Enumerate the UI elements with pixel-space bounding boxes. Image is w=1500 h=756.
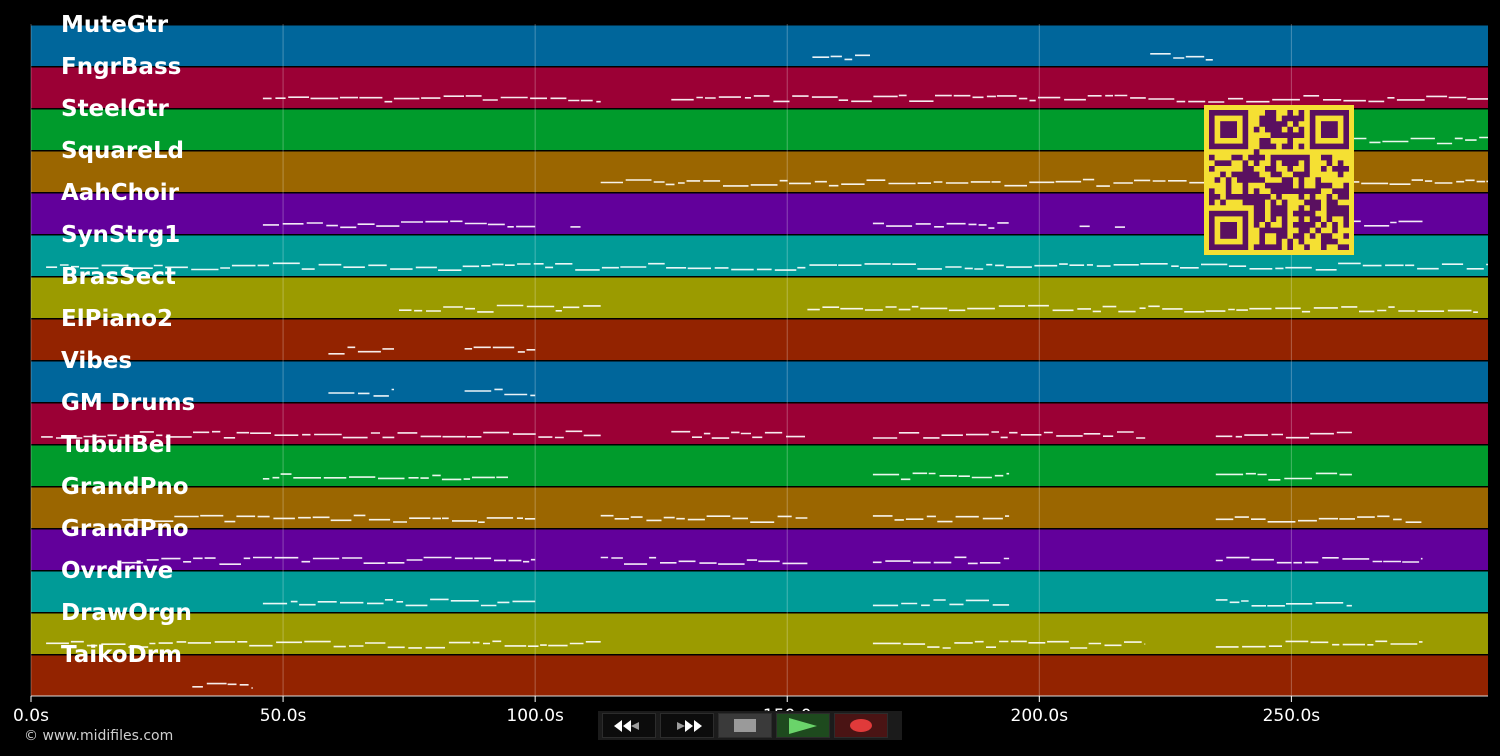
note-segment bbox=[872, 640, 1146, 649]
track-lane bbox=[31, 529, 1488, 570]
note-segment bbox=[1215, 515, 1422, 523]
note-segment bbox=[872, 556, 1010, 565]
note-segment bbox=[671, 430, 805, 439]
note-segment bbox=[262, 473, 508, 481]
track-label: TubulBel bbox=[61, 432, 172, 458]
note-segment bbox=[464, 346, 536, 353]
track-label: MuteGtr bbox=[61, 12, 169, 38]
track-label: GM Drums bbox=[61, 390, 195, 416]
tick-label: 200.0s bbox=[1011, 706, 1069, 726]
qr-finder-eye bbox=[1220, 222, 1237, 239]
note-segment bbox=[872, 599, 1010, 607]
note-segment bbox=[872, 431, 1146, 439]
track-lane bbox=[31, 25, 1488, 66]
note-segment bbox=[464, 388, 536, 397]
note-segment bbox=[807, 304, 1478, 313]
note-segment bbox=[1351, 136, 1488, 145]
note-segment bbox=[600, 514, 808, 523]
note-segment bbox=[872, 472, 1010, 481]
note-segment bbox=[872, 515, 1010, 523]
track-label: BrasSect bbox=[61, 264, 176, 290]
note-segment bbox=[262, 95, 601, 103]
note-segment bbox=[1215, 599, 1352, 607]
track-lane bbox=[31, 571, 1488, 612]
track-lane bbox=[31, 361, 1488, 402]
fast-forward-button[interactable] bbox=[660, 713, 714, 738]
track-label: AahChoir bbox=[61, 180, 180, 206]
note-segment bbox=[671, 94, 1488, 103]
note-segment bbox=[46, 640, 601, 649]
note-segment bbox=[121, 556, 536, 565]
note-segment bbox=[1215, 640, 1423, 648]
stop-icon bbox=[734, 719, 756, 732]
qr-finder-eye bbox=[1321, 121, 1338, 138]
record-icon bbox=[850, 719, 872, 732]
note-segment bbox=[262, 220, 536, 229]
tick-label: 100.0s bbox=[506, 706, 564, 726]
track-label: Ovrdrive bbox=[61, 558, 173, 584]
rewind-button[interactable] bbox=[602, 713, 656, 738]
track-label: SynStrg1 bbox=[61, 222, 180, 248]
note-segment bbox=[41, 430, 601, 439]
tick-label: 0.0s bbox=[13, 706, 49, 726]
rewind-icon bbox=[614, 719, 639, 732]
track-lane bbox=[31, 613, 1488, 654]
note-segment bbox=[1215, 431, 1352, 439]
note-segment bbox=[328, 388, 394, 397]
qr-code-badge bbox=[1204, 105, 1354, 255]
track-lane bbox=[31, 445, 1488, 486]
note-segment bbox=[328, 346, 394, 355]
qr-finder-eye bbox=[1220, 121, 1237, 138]
track-labels: MuteGtr FngrBass SteelGtr SquareLd AahChoir S… bbox=[61, 12, 195, 668]
track-lane bbox=[31, 487, 1488, 528]
note-segment bbox=[1351, 220, 1423, 227]
note-segment bbox=[812, 54, 870, 61]
stop-button[interactable] bbox=[718, 713, 772, 738]
note-segment bbox=[399, 304, 601, 313]
track-label: GrandPno bbox=[61, 516, 189, 542]
track-label: DrawOrgn bbox=[61, 600, 192, 626]
track-label: TaikoDrm bbox=[61, 642, 182, 668]
note-segment bbox=[1215, 556, 1423, 564]
note-segment bbox=[121, 514, 536, 523]
transport-bar bbox=[598, 711, 902, 740]
track-label: SteelGtr bbox=[61, 96, 170, 122]
note-segment bbox=[600, 556, 808, 565]
track-label: SquareLd bbox=[61, 138, 184, 164]
copyright-notice: © www.midifiles.com bbox=[24, 728, 174, 744]
note-segment bbox=[46, 262, 1488, 271]
track-label: Vibes bbox=[61, 348, 132, 374]
tick-label: 250.0s bbox=[1263, 706, 1321, 726]
track-lane bbox=[31, 319, 1488, 360]
qr-modules bbox=[1209, 110, 1349, 250]
play-icon bbox=[789, 717, 817, 734]
track-label: GrandPno bbox=[61, 474, 189, 500]
note-segment bbox=[872, 222, 1009, 229]
play-button[interactable] bbox=[776, 713, 830, 738]
fast-forward-icon bbox=[677, 719, 702, 732]
note-segment bbox=[1215, 472, 1352, 481]
track-lane bbox=[31, 67, 1488, 108]
tick-label: 50.0s bbox=[260, 706, 307, 726]
track-label: ElPiano2 bbox=[61, 306, 173, 332]
track-lane bbox=[31, 277, 1488, 318]
note-segment bbox=[1150, 53, 1213, 61]
note-segment bbox=[262, 598, 536, 607]
note-segment bbox=[192, 682, 253, 689]
track-lane bbox=[31, 655, 1488, 696]
record-button[interactable] bbox=[834, 713, 888, 738]
track-label: FngrBass bbox=[61, 54, 181, 80]
